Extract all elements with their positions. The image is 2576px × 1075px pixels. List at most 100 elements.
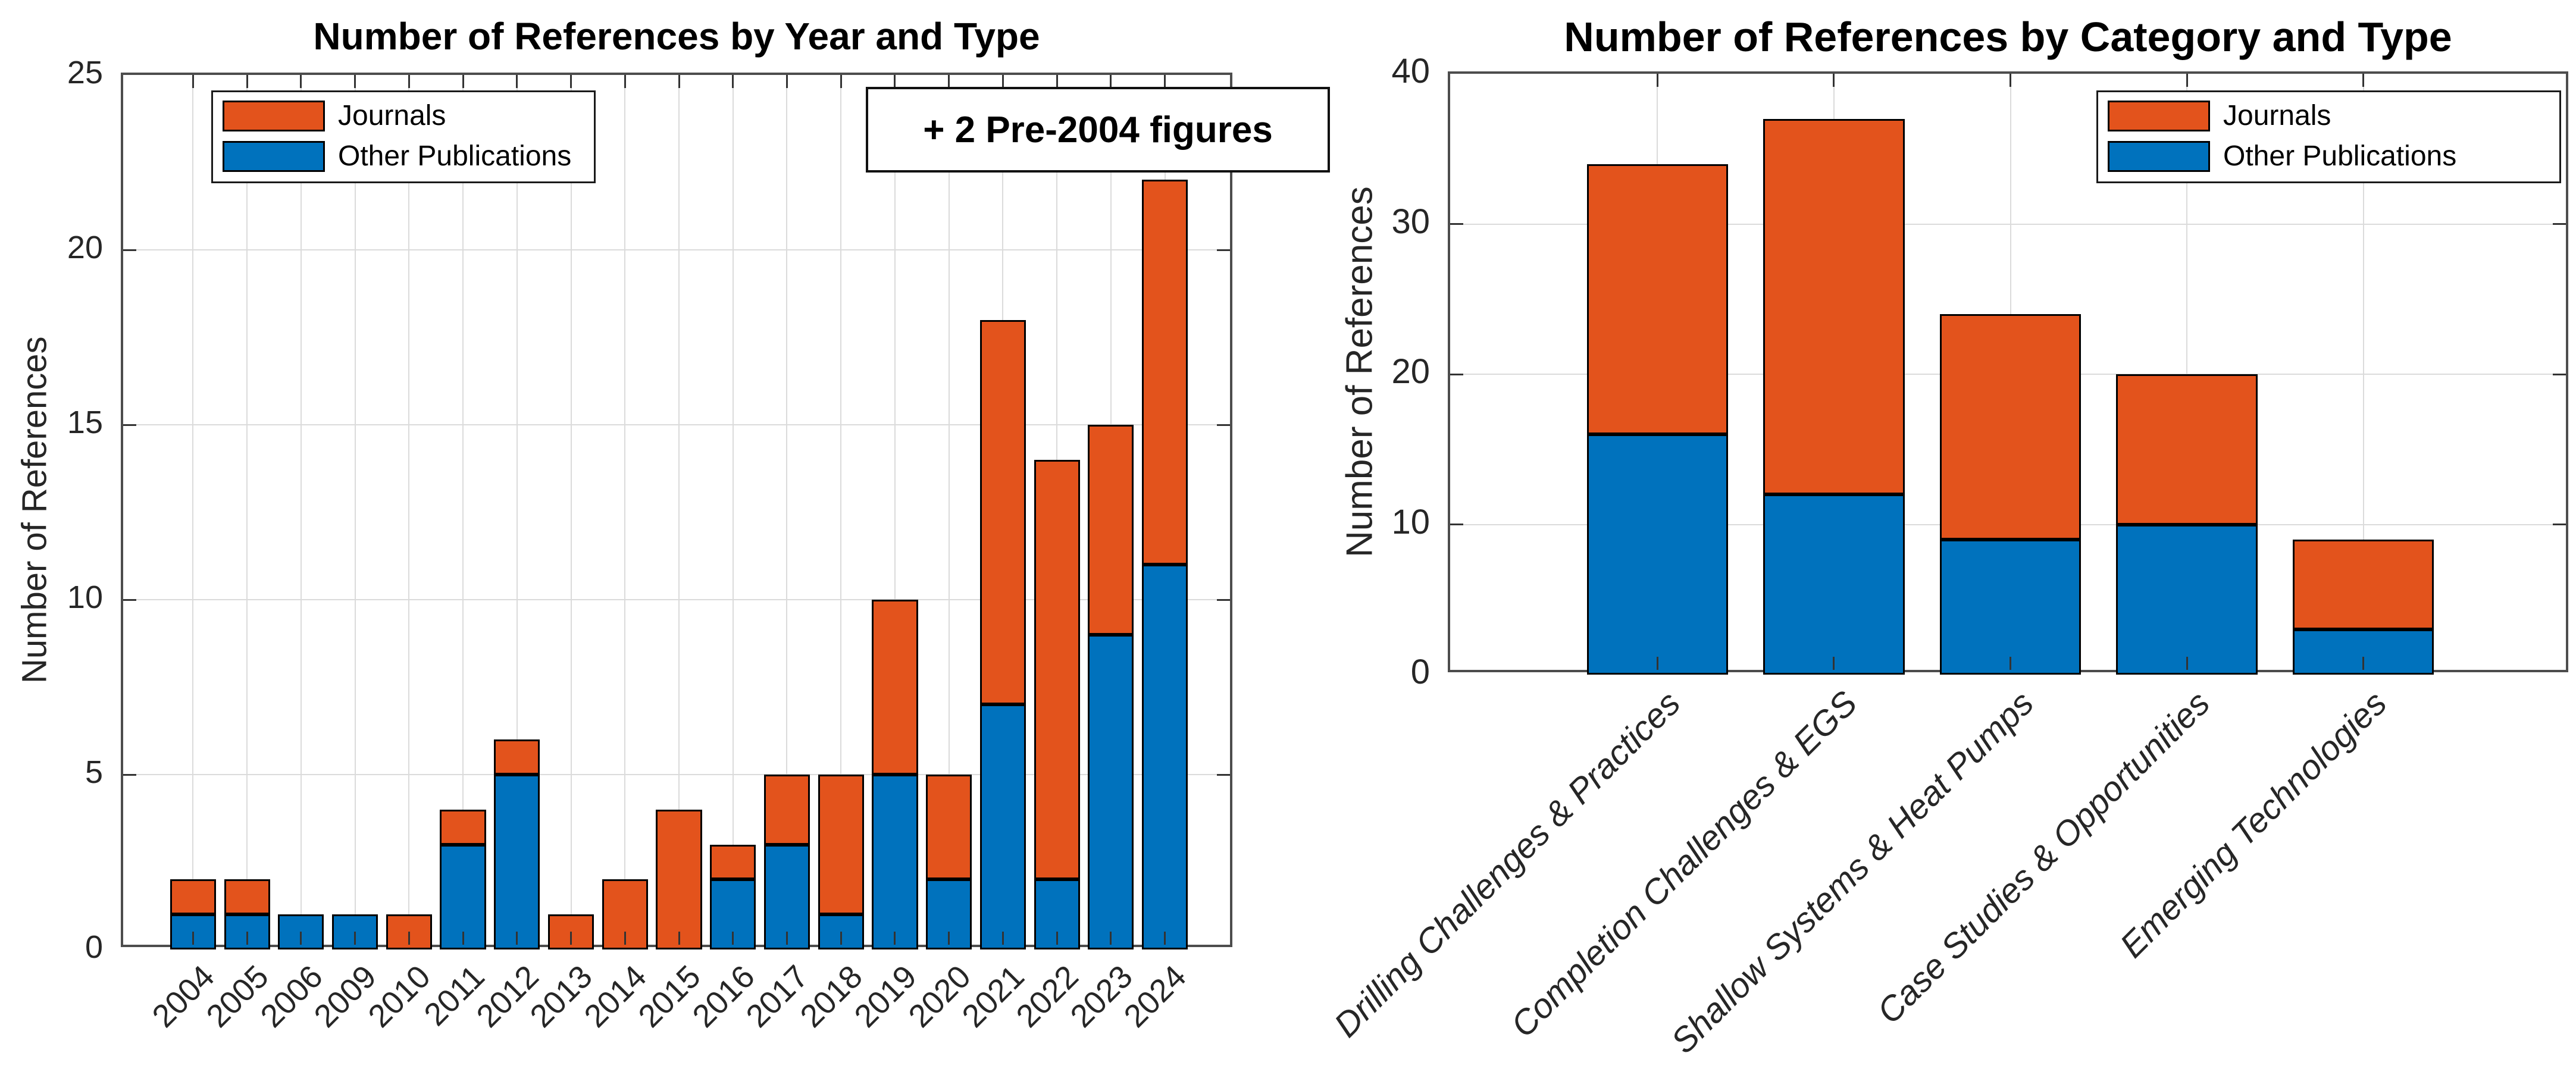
bar-journals xyxy=(494,739,540,775)
y-tick-mark xyxy=(2553,524,2566,525)
bar-journals xyxy=(440,809,486,845)
bar-journals xyxy=(763,775,810,845)
y-axis-tick-label: 20 xyxy=(1391,352,1430,391)
x-tick-mark xyxy=(408,932,410,945)
y-axis-tick-label: 0 xyxy=(1410,653,1430,691)
x-tick-mark xyxy=(2186,74,2188,87)
bar-other-publications xyxy=(1088,634,1134,949)
vertical-gridline xyxy=(408,75,410,945)
y-axis-tick-label: 25 xyxy=(67,55,103,90)
y-axis-tick-label: 40 xyxy=(1391,52,1430,90)
x-tick-mark xyxy=(2010,74,2011,87)
vertical-gridline xyxy=(246,75,248,945)
x-tick-mark xyxy=(1056,75,1058,88)
vertical-gridline xyxy=(2186,74,2188,670)
x-axis-tick-label: Case Studies & Opportunities xyxy=(1870,684,2218,1032)
bar-journals xyxy=(1763,118,1905,494)
y-axis-tick-label: 15 xyxy=(67,405,103,440)
horizontal-gridline xyxy=(123,774,1230,775)
y-axis-tick-label: 0 xyxy=(84,929,103,965)
x-tick-mark xyxy=(624,75,626,88)
x-tick-mark xyxy=(1656,657,1658,670)
vertical-gridline xyxy=(624,75,626,945)
annotation-text: + 2 Pre-2004 figures xyxy=(923,109,1273,151)
y-tick-mark xyxy=(123,249,136,251)
right-chart-title: Number of References by Category and Typ… xyxy=(1564,14,2452,60)
bar-journals xyxy=(1088,425,1134,635)
x-tick-mark xyxy=(894,932,896,945)
x-tick-mark xyxy=(948,932,950,945)
y-axis-tick-label: 5 xyxy=(84,754,103,790)
x-tick-mark xyxy=(894,75,896,88)
x-tick-mark xyxy=(1164,932,1166,945)
bar-other-publications xyxy=(2116,524,2258,675)
x-tick-mark xyxy=(1833,657,1835,670)
y-tick-mark xyxy=(123,424,136,426)
y-axis-tick-label: 20 xyxy=(67,230,103,265)
y-tick-mark xyxy=(1450,524,1463,525)
legend-label-other-publications: Other Publications xyxy=(338,140,572,172)
vertical-gridline xyxy=(786,75,788,945)
bar-other-publications xyxy=(1586,434,1728,675)
horizontal-gridline xyxy=(123,599,1230,600)
vertical-gridline xyxy=(300,75,302,945)
y-tick-mark xyxy=(2553,223,2566,225)
bar-other-publications xyxy=(979,704,1026,949)
pre-2004-annotation-box: + 2 Pre-2004 figures xyxy=(866,87,1330,173)
bar-other-publications xyxy=(1763,494,1905,675)
x-tick-mark xyxy=(354,932,356,945)
x-tick-mark xyxy=(1056,932,1058,945)
x-axis-tick-label: Shallow Systems & Heat Pumps xyxy=(1663,684,2041,1061)
left-plot-area xyxy=(121,73,1232,949)
x-tick-mark xyxy=(516,932,518,945)
x-tick-mark xyxy=(570,75,572,88)
x-tick-mark xyxy=(300,75,302,88)
bar-journals xyxy=(170,879,216,915)
y-tick-mark xyxy=(1217,773,1230,776)
x-tick-mark xyxy=(516,75,518,88)
horizontal-gridline xyxy=(123,249,1230,250)
x-tick-mark xyxy=(570,932,572,945)
bar-journals xyxy=(1034,459,1080,880)
horizontal-gridline xyxy=(123,424,1230,425)
x-tick-mark xyxy=(462,75,464,88)
bar-journals xyxy=(979,319,1026,705)
bar-journals xyxy=(2293,539,2434,630)
y-tick-mark xyxy=(1450,373,1463,375)
bar-journals xyxy=(224,879,270,915)
bar-journals xyxy=(2116,374,2258,525)
x-tick-mark xyxy=(948,75,950,88)
bar-journals xyxy=(1939,314,2082,540)
x-tick-mark xyxy=(2362,657,2365,670)
x-tick-mark xyxy=(624,932,626,945)
vertical-gridline xyxy=(2362,74,2364,670)
bar-journals xyxy=(872,600,918,775)
y-tick-mark xyxy=(1217,424,1230,426)
bar-journals xyxy=(656,809,702,949)
legend-label-other-publications: Other Publications xyxy=(2223,140,2457,172)
y-axis-tick-label: 10 xyxy=(1391,502,1430,541)
bar-other-publications xyxy=(872,775,918,949)
y-tick-mark xyxy=(123,598,136,601)
vertical-gridline xyxy=(570,75,572,945)
x-tick-mark xyxy=(192,75,194,88)
x-tick-mark xyxy=(785,932,788,945)
x-tick-mark xyxy=(678,932,680,945)
x-tick-mark xyxy=(354,75,356,88)
x-tick-mark xyxy=(2186,657,2188,670)
x-tick-mark xyxy=(840,932,842,945)
x-tick-mark xyxy=(1001,75,1004,88)
other-publications-swatch xyxy=(2108,141,2210,172)
vertical-gridline xyxy=(948,75,950,945)
x-tick-mark xyxy=(2010,657,2011,670)
bar-other-publications xyxy=(1142,565,1188,949)
bar-journals xyxy=(818,775,864,915)
x-tick-mark xyxy=(462,932,464,945)
y-tick-mark xyxy=(1450,223,1463,225)
x-tick-mark xyxy=(840,75,842,88)
bar-other-publications xyxy=(440,844,486,949)
x-tick-mark xyxy=(2362,74,2365,87)
x-axis-tick-label: Drilling Challenges & Practices xyxy=(1326,684,1688,1045)
legend-label-journals: Journals xyxy=(338,100,446,131)
